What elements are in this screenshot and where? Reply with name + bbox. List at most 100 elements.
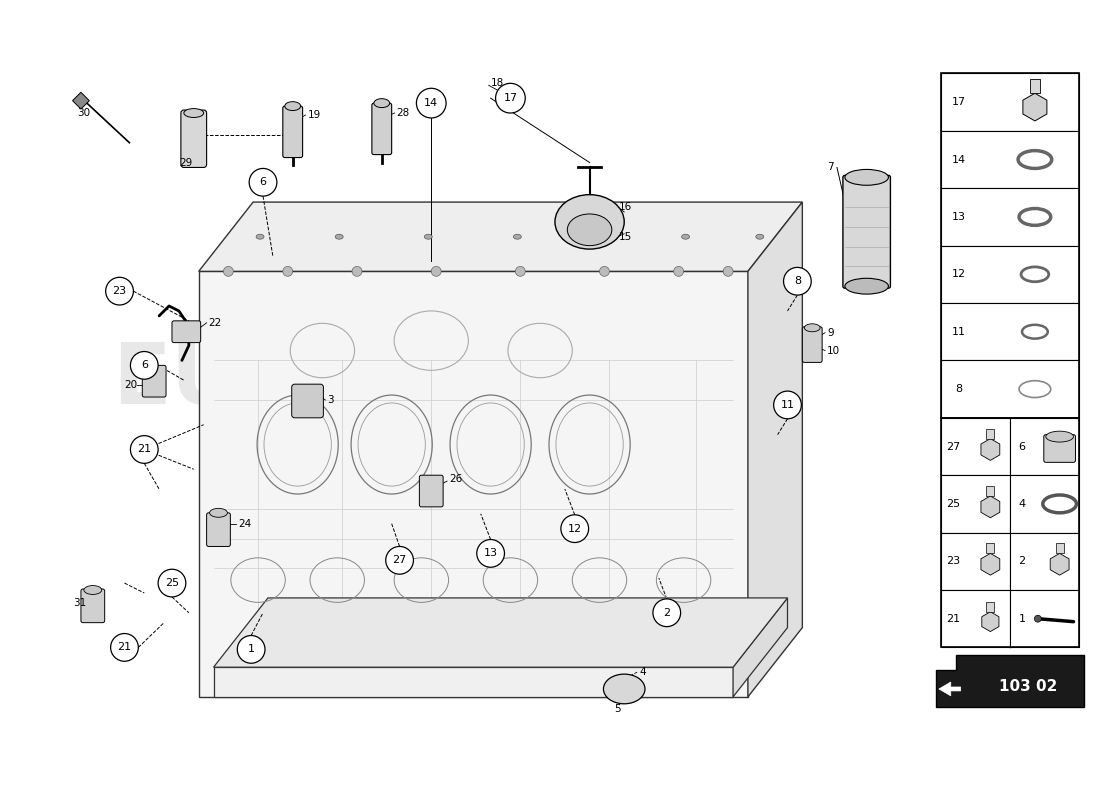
Circle shape	[352, 266, 362, 276]
FancyBboxPatch shape	[802, 326, 822, 362]
Text: EUROSPARES: EUROSPARES	[112, 338, 750, 422]
Circle shape	[653, 599, 681, 626]
Text: 28: 28	[397, 108, 410, 118]
Polygon shape	[939, 682, 960, 696]
Polygon shape	[936, 655, 1085, 706]
Polygon shape	[213, 667, 733, 697]
Ellipse shape	[374, 98, 389, 107]
Circle shape	[417, 88, 447, 118]
Ellipse shape	[84, 586, 101, 594]
Text: 25: 25	[165, 578, 179, 588]
Bar	[940, 188, 1079, 246]
Text: 24: 24	[239, 518, 252, 529]
Text: 4: 4	[1019, 499, 1025, 509]
Circle shape	[250, 169, 277, 196]
Bar	[1010, 418, 1079, 475]
Circle shape	[131, 351, 158, 379]
Bar	[940, 533, 1010, 590]
Ellipse shape	[210, 508, 228, 518]
Text: 14: 14	[425, 98, 438, 108]
Text: 8: 8	[955, 384, 962, 394]
FancyBboxPatch shape	[81, 589, 104, 622]
Bar	[940, 361, 1079, 418]
Ellipse shape	[1046, 431, 1074, 442]
Polygon shape	[748, 202, 802, 697]
Text: 27: 27	[946, 442, 960, 451]
Text: 17: 17	[952, 97, 966, 107]
Circle shape	[561, 514, 588, 542]
Circle shape	[238, 635, 265, 663]
Bar	[73, 92, 89, 109]
Bar	[940, 475, 1010, 533]
Circle shape	[773, 391, 802, 419]
FancyBboxPatch shape	[283, 106, 302, 158]
Bar	[940, 418, 1010, 475]
Text: 4: 4	[639, 667, 646, 677]
Bar	[987, 602, 994, 612]
Text: a passion for perfection since 1985: a passion for perfection since 1985	[235, 434, 628, 454]
Text: 2: 2	[663, 608, 670, 618]
Text: 1: 1	[1019, 614, 1025, 624]
Text: 12: 12	[568, 524, 582, 534]
Bar	[1010, 590, 1079, 647]
Text: 6: 6	[141, 360, 147, 370]
FancyBboxPatch shape	[292, 384, 323, 418]
Ellipse shape	[804, 324, 821, 332]
Text: 23: 23	[946, 556, 960, 566]
Text: 15: 15	[619, 232, 632, 242]
Circle shape	[496, 83, 526, 113]
Circle shape	[131, 436, 158, 463]
Text: 21: 21	[946, 614, 960, 624]
Circle shape	[283, 266, 293, 276]
Bar	[1056, 543, 1064, 554]
Text: 21: 21	[138, 445, 152, 454]
Circle shape	[516, 266, 526, 276]
Text: 31: 31	[73, 598, 86, 608]
Circle shape	[111, 634, 139, 662]
FancyBboxPatch shape	[180, 110, 207, 167]
Text: 16: 16	[619, 202, 632, 212]
Ellipse shape	[514, 234, 521, 239]
Text: 13: 13	[952, 212, 966, 222]
Bar	[940, 246, 1079, 303]
Ellipse shape	[425, 234, 432, 239]
Text: 103 02: 103 02	[999, 678, 1057, 694]
Text: 12: 12	[952, 270, 966, 279]
Polygon shape	[1050, 554, 1069, 575]
Ellipse shape	[184, 109, 204, 118]
Bar	[987, 429, 994, 438]
Text: 26: 26	[449, 474, 462, 484]
Polygon shape	[213, 598, 788, 667]
Text: 2: 2	[1019, 556, 1025, 566]
Polygon shape	[733, 598, 788, 697]
Bar	[940, 131, 1079, 188]
FancyBboxPatch shape	[172, 321, 200, 342]
Text: 14: 14	[952, 154, 966, 165]
Text: 19: 19	[308, 110, 321, 120]
Polygon shape	[982, 612, 999, 631]
Text: 23: 23	[112, 286, 126, 296]
Polygon shape	[981, 438, 1000, 460]
Circle shape	[223, 266, 233, 276]
Text: 6: 6	[1019, 442, 1025, 451]
Polygon shape	[199, 202, 802, 271]
Bar	[1010, 475, 1079, 533]
Polygon shape	[199, 271, 748, 697]
Text: 30: 30	[77, 108, 90, 118]
Text: 1985: 1985	[416, 352, 744, 467]
Ellipse shape	[256, 234, 264, 239]
Bar	[940, 418, 1079, 647]
Text: 11: 11	[952, 326, 966, 337]
Ellipse shape	[336, 234, 343, 239]
FancyBboxPatch shape	[372, 103, 392, 154]
Text: 29: 29	[179, 158, 192, 167]
Ellipse shape	[568, 214, 612, 246]
Ellipse shape	[845, 278, 889, 294]
Text: 7: 7	[827, 162, 834, 173]
Bar	[1030, 79, 1040, 94]
Polygon shape	[981, 554, 1000, 575]
Circle shape	[673, 266, 683, 276]
Text: 17: 17	[504, 93, 517, 103]
Text: 18: 18	[491, 78, 504, 88]
FancyBboxPatch shape	[142, 366, 166, 397]
